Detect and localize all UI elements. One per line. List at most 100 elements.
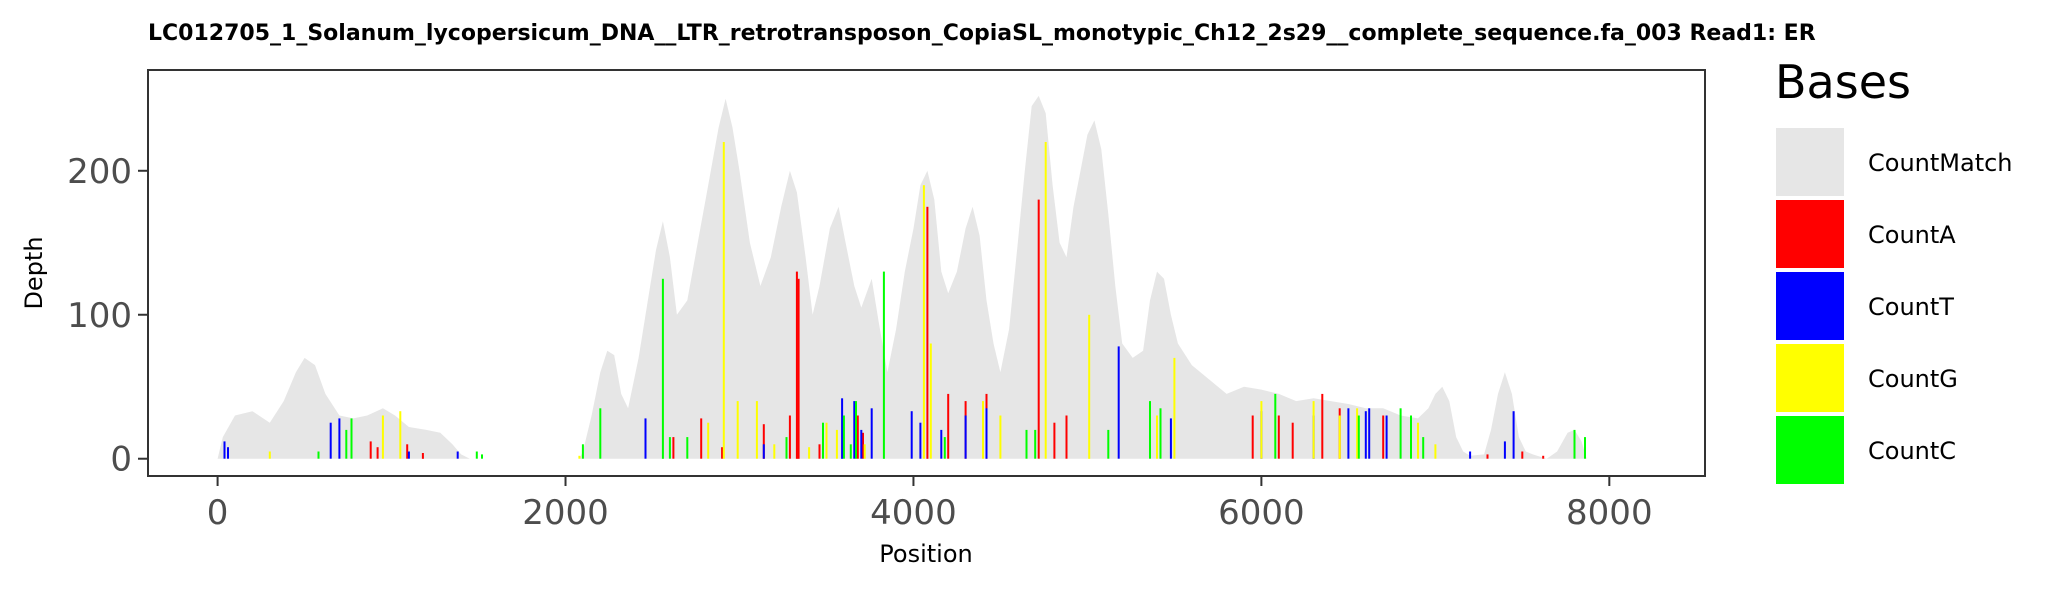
bar-countt [919,422,922,459]
bar-countg [825,422,828,459]
bar-counta [862,432,864,459]
bar-countt [407,451,410,459]
plot-border [147,69,1706,477]
legend-swatch-countmatch [1776,128,1844,196]
legend-label-countmatch: CountMatch [1868,149,2013,177]
bar-counta [700,418,703,459]
bar-countt [1364,411,1367,459]
bar-countc [1034,429,1037,459]
bar-countt [1347,408,1350,459]
legend-label-countt: CountT [1868,293,1954,321]
bar-countt [1368,408,1371,459]
x-tick-label: 2000 [522,493,609,533]
bar-countc [1025,429,1028,459]
bar-countc [822,422,824,459]
bar-countc [855,401,857,459]
bar-countt [456,451,459,459]
bar-countg [922,185,925,459]
bar-counta [421,453,424,459]
bar-counta [1037,199,1040,459]
bar-counta [795,271,798,459]
bar-counta [1542,455,1545,459]
bar-countt [1385,415,1388,459]
chart-title: LC012705_1_Solanum_lycopersicum_DNA__LTR… [148,21,1816,46]
bar-countg [381,415,384,459]
bar-countc [1399,408,1402,459]
bar-countc [1159,408,1162,459]
bar-countc [1584,437,1586,459]
bar-counta [1277,415,1280,459]
bar-countg [1260,401,1263,459]
bar-countt [841,398,844,459]
bar-countc [317,451,320,459]
bar-countt [227,447,229,459]
coverage-area-layer [217,95,1587,459]
bar-countc [581,444,584,459]
bar-countt [223,441,226,459]
bar-countc [943,437,946,459]
bar-counta [1321,393,1324,459]
x-tick-label: 8000 [1566,493,1653,533]
bar-countc [1410,415,1412,459]
legend-label-countg: CountG [1868,365,1958,393]
bar-countc [1274,393,1277,459]
bar-countg [1173,357,1176,459]
bar-countg [1434,444,1437,459]
legend-swatch-counta [1776,200,1844,268]
bar-countt [853,401,856,459]
bar-countg [399,411,402,459]
bar-counta [406,444,409,459]
bar-countc [345,429,348,459]
bar-countg [722,142,725,459]
bar-countg [707,422,710,459]
bar-countc [1573,429,1576,459]
bar-counta [762,424,765,459]
legend-label-counta: CountA [1868,221,1956,249]
bar-counta [1065,415,1068,459]
bar-countg [808,447,811,459]
bar-countc [475,451,478,459]
bar-countt [1469,451,1472,459]
bar-counta [926,206,929,459]
bar-countt [940,429,943,459]
bar-countt [1169,418,1172,459]
legend-title: Bases [1775,55,1911,109]
legend-swatch-countg [1776,344,1844,412]
bar-countc [842,415,845,459]
legend-label-countc: CountC [1868,437,1956,465]
bar-countt [329,422,332,459]
bar-countg [863,444,866,459]
bar-countc [350,418,353,459]
y-axis-title: Depth [20,236,48,309]
x-tick-label: 0 [207,493,229,533]
bar-counta [856,415,859,459]
bar-counta [1382,415,1385,459]
bar-counta [1291,422,1294,459]
bar-countt [985,408,988,459]
bar-counta [1053,422,1056,459]
legend-swatch-countc [1776,416,1844,484]
bar-counta [721,447,724,459]
bar-countc [686,437,689,459]
bar-countg [999,415,1002,459]
bar-counta [1251,415,1254,459]
bar-countt [644,418,647,459]
bar-countg [755,401,758,459]
bar-countg [929,343,932,459]
bar-countg [835,429,838,459]
bar-counta [376,447,379,459]
bar-countt [1117,346,1120,459]
bar-countg [1338,415,1341,459]
bar-countc [1422,437,1425,459]
bar-countt [860,429,863,459]
bar-countc [599,408,602,459]
bar-counta [788,415,791,459]
x-tick-label: 6000 [1218,493,1305,533]
bar-counta [369,441,372,459]
bar-countc [481,454,483,459]
bar-countg [1088,314,1091,459]
bar-countc [668,437,671,459]
bar-countt [1503,441,1506,459]
bar-countg [1312,401,1315,459]
